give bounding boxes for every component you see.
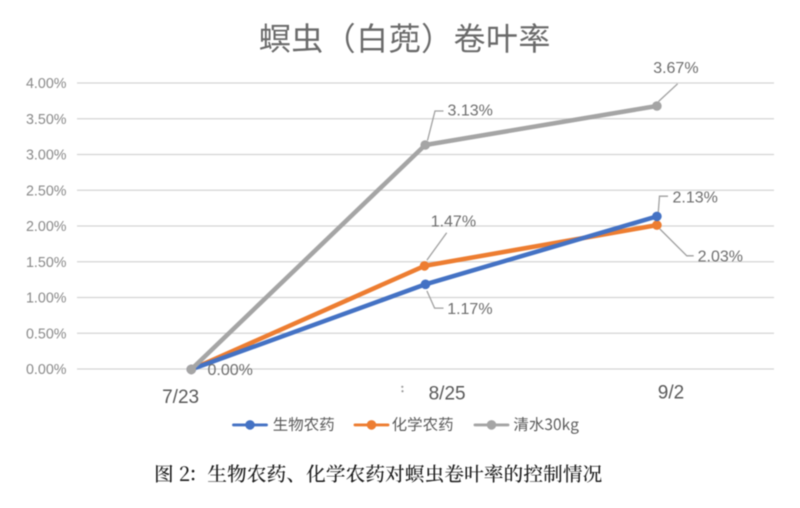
svg-text:1.00%: 1.00% xyxy=(26,291,67,307)
svg-text:8/25: 8/25 xyxy=(429,384,466,405)
svg-text:0.50%: 0.50% xyxy=(26,326,67,342)
svg-text:7/23: 7/23 xyxy=(162,387,199,408)
svg-text:2.13%: 2.13% xyxy=(673,189,718,206)
svg-text:4.00%: 4.00% xyxy=(26,76,67,92)
svg-text:2.00%: 2.00% xyxy=(26,219,67,235)
svg-text:3.00%: 3.00% xyxy=(26,148,67,164)
svg-text:3.67%: 3.67% xyxy=(653,60,698,77)
svg-text:3.13%: 3.13% xyxy=(448,103,493,120)
svg-text:2.50%: 2.50% xyxy=(26,183,67,199)
svg-text:0.00%: 0.00% xyxy=(208,362,253,379)
svg-text:2.03%: 2.03% xyxy=(698,249,743,266)
svg-text:0.00%: 0.00% xyxy=(26,362,67,378)
svg-text:9/2: 9/2 xyxy=(658,382,684,403)
svg-text:1.50%: 1.50% xyxy=(26,255,67,271)
svg-text:1.17%: 1.17% xyxy=(447,301,492,318)
svg-text:3.50%: 3.50% xyxy=(26,112,67,128)
svg-text:1.47%: 1.47% xyxy=(431,214,476,231)
